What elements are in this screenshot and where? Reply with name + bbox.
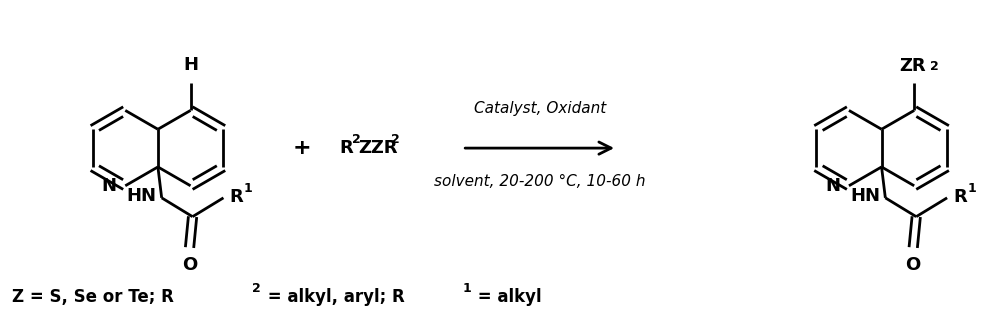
Text: R: R <box>953 188 967 206</box>
Text: HN: HN <box>850 187 880 205</box>
Text: R: R <box>339 139 353 157</box>
Text: R: R <box>229 188 243 206</box>
Text: N: N <box>825 177 840 195</box>
Text: 2: 2 <box>352 133 361 146</box>
Text: 1: 1 <box>244 182 253 196</box>
Text: H: H <box>183 56 198 74</box>
Text: O: O <box>906 256 921 275</box>
Text: N: N <box>101 177 116 195</box>
Text: +: + <box>292 138 311 158</box>
Text: O: O <box>182 256 197 275</box>
Text: solvent, 20-200 °C, 10-60 h: solvent, 20-200 °C, 10-60 h <box>434 174 645 189</box>
Text: 2: 2 <box>252 282 261 295</box>
Text: ZR: ZR <box>899 57 926 76</box>
Text: = alkyl, aryl; R: = alkyl, aryl; R <box>262 288 405 306</box>
Text: Z = S, Se or Te; R: Z = S, Se or Te; R <box>12 288 174 306</box>
Text: 2: 2 <box>391 133 400 146</box>
Text: = alkyl: = alkyl <box>472 288 542 306</box>
Text: ZZR: ZZR <box>358 139 398 157</box>
Text: 1: 1 <box>462 282 471 295</box>
Text: 1: 1 <box>967 182 976 196</box>
Text: Catalyst, Oxidant: Catalyst, Oxidant <box>474 101 606 116</box>
Text: 2: 2 <box>930 60 938 73</box>
Text: HN: HN <box>127 187 157 205</box>
